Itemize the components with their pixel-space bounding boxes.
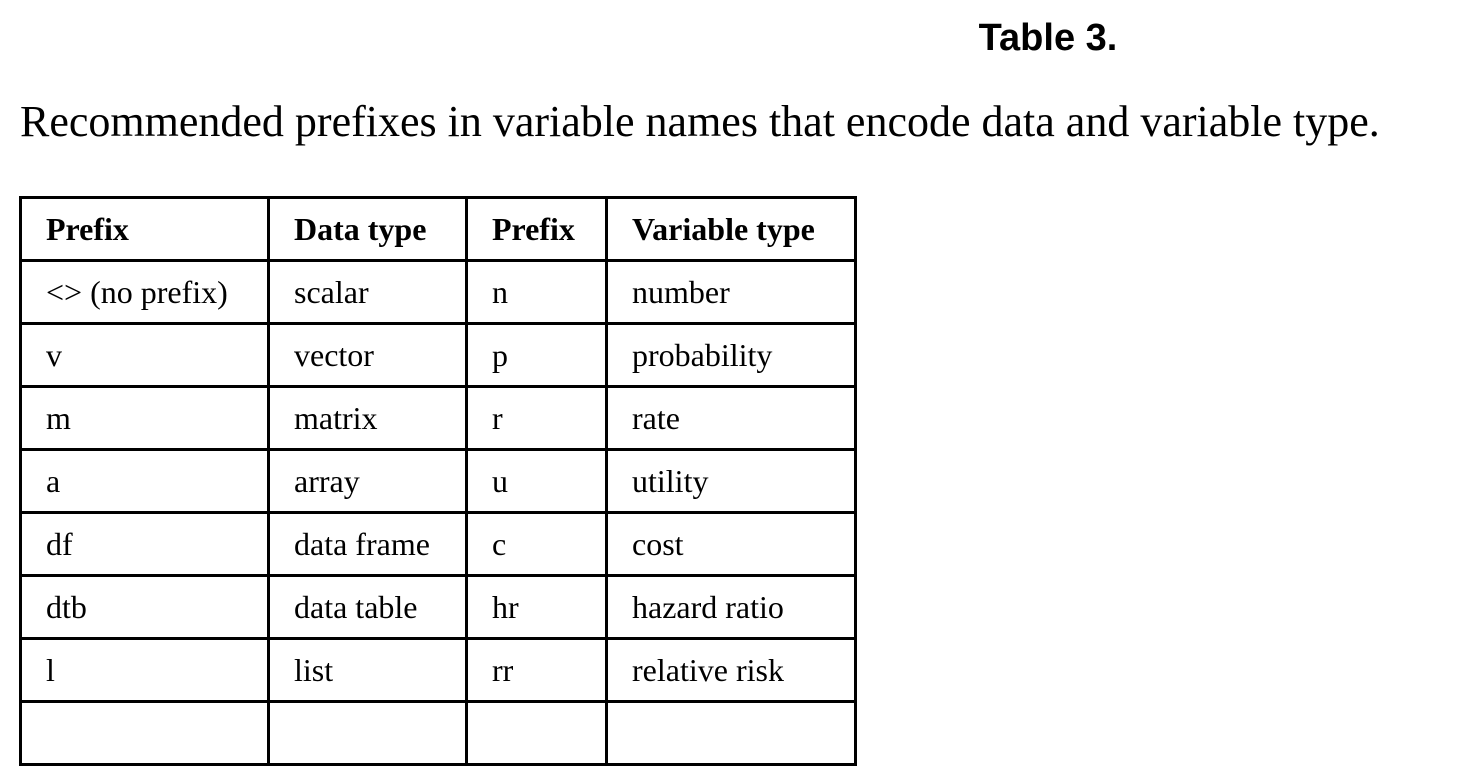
cell-prefix-2: c — [465, 511, 608, 577]
header-data-type: Data type — [267, 196, 468, 262]
header-prefix-2: Prefix — [465, 196, 608, 262]
cell-prefix: v — [19, 322, 270, 388]
table-row: m matrix r rate — [19, 385, 857, 451]
cell-data-type: list — [267, 637, 468, 703]
cell-prefix-2: n — [465, 259, 608, 325]
cell-data-type: matrix — [267, 385, 468, 451]
cell-variable-type: probability — [605, 322, 857, 388]
cell-prefix-2: rr — [465, 637, 608, 703]
cell-data-type: data frame — [267, 511, 468, 577]
table-row: l list rr relative risk — [19, 637, 857, 703]
cell-prefix-2: p — [465, 322, 608, 388]
cell-variable-type: number — [605, 259, 857, 325]
header-variable-type: Variable type — [605, 196, 857, 262]
cell-prefix-2 — [465, 700, 608, 766]
cell-variable-type: cost — [605, 511, 857, 577]
cell-variable-type: utility — [605, 448, 857, 514]
cell-variable-type: rate — [605, 385, 857, 451]
cell-prefix: l — [19, 637, 270, 703]
prefix-table: Prefix Data type Prefix Variable type <>… — [19, 196, 857, 766]
cell-data-type: data table — [267, 574, 468, 640]
header-prefix: Prefix — [19, 196, 270, 262]
cell-data-type: array — [267, 448, 468, 514]
cell-variable-type — [605, 700, 857, 766]
cell-prefix-2: u — [465, 448, 608, 514]
table-header-row: Prefix Data type Prefix Variable type — [19, 196, 857, 262]
cell-data-type: vector — [267, 322, 468, 388]
table-row — [19, 700, 857, 766]
table-row: a array u utility — [19, 448, 857, 514]
cell-prefix: df — [19, 511, 270, 577]
cell-prefix-2: r — [465, 385, 608, 451]
cell-data-type — [267, 700, 468, 766]
table-row: v vector p probability — [19, 322, 857, 388]
cell-variable-type: hazard ratio — [605, 574, 857, 640]
cell-prefix: m — [19, 385, 270, 451]
table-caption: Recommended prefixes in variable names t… — [20, 97, 1380, 146]
cell-prefix-2: hr — [465, 574, 608, 640]
cell-prefix: <> (no prefix) — [19, 259, 270, 325]
table-row: <> (no prefix) scalar n number — [19, 259, 857, 325]
cell-prefix: dtb — [19, 574, 270, 640]
table-title: Table 3. — [978, 17, 1118, 59]
cell-variable-type: relative risk — [605, 637, 857, 703]
cell-data-type: scalar — [267, 259, 468, 325]
cell-prefix — [19, 700, 270, 766]
table-row: dtb data table hr hazard ratio — [19, 574, 857, 640]
table-row: df data frame c cost — [19, 511, 857, 577]
cell-prefix: a — [19, 448, 270, 514]
